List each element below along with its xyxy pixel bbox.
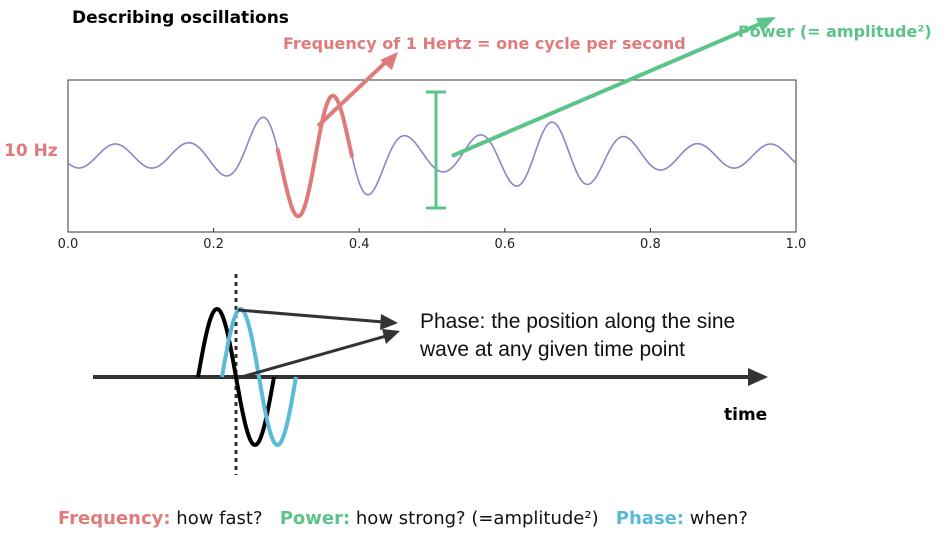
phase-arrow-lower-head [382,329,400,344]
legend-phase-text: when? [684,508,748,529]
x-tick-label: 0.8 [640,237,661,252]
legend-phase-key: Phase: [615,508,685,529]
phase-arrow-upper-head [380,314,398,330]
power-annotation: Power (= amplitude²) [738,22,932,41]
legend-power-key: Power: [279,508,351,529]
phase-arrow-upper-line [237,308,385,324]
time-axis-label: time [724,405,767,425]
diagram-title: Describing oscillations [72,8,289,28]
phase-description-line1: Phase: the position along the sine [420,310,735,333]
phase-shifted-sine-wave [220,306,298,448]
highlighted-cycle [275,93,354,219]
legend-power-text: how strong? (=amplitude²) [350,508,599,529]
x-tick-label: 1.0 [786,237,807,252]
frequency-annotation: Frequency of 1 Hertz = one cycle per sec… [283,34,686,53]
frequency-side-label: 10 Hz [4,141,58,161]
x-axis-ticks: 0.0 0.2 0.4 0.6 0.8 1.0 [58,228,807,252]
legend: Frequency: how fast? Power: how strong? … [58,508,748,529]
power-arrow-line [451,21,763,158]
x-tick-label: 0.6 [494,237,515,252]
phase-description-line2: wave at any given time point [419,338,685,361]
power-bracket [426,90,446,210]
frequency-arrow-head [380,52,398,70]
frequency-arrow-line [316,58,390,128]
time-axis-arrowhead [748,368,768,386]
x-tick-label: 0.0 [58,237,79,252]
signal-wave [67,94,797,218]
legend-frequency-key: Frequency: [58,508,171,529]
legend-frequency-text: how fast? [170,508,263,529]
power-arrow-head [756,17,776,32]
x-tick-label: 0.2 [203,237,224,252]
reference-sine-wave [196,306,276,448]
x-tick-label: 0.4 [349,237,370,252]
phase-arrow-lower-line [237,334,387,380]
signal-plot-frame [67,79,797,233]
